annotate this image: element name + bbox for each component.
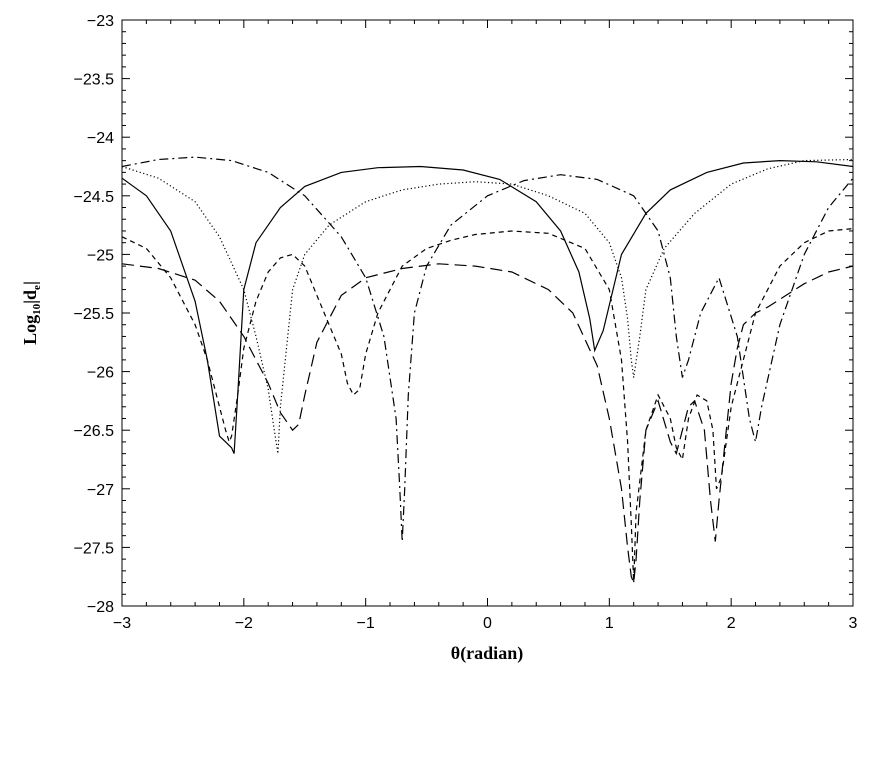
- y-tick-label: −27.5: [74, 540, 115, 557]
- y-tick-label: −24: [87, 130, 114, 147]
- y-tick-label: −23: [87, 13, 114, 30]
- x-tick-label: 1: [605, 615, 614, 632]
- x-tick-label: −1: [357, 615, 375, 632]
- series-layer: [121, 156, 854, 583]
- series-line-dash-dot: [121, 156, 854, 542]
- axis-ticks: [121, 19, 854, 607]
- x-tick-label: −3: [113, 615, 131, 632]
- y-tick-label: −26.5: [74, 423, 115, 440]
- y-tick-label: −27: [87, 482, 114, 499]
- series-line-long-dash: [121, 263, 854, 583]
- y-axis-label-base: 10: [31, 303, 43, 315]
- x-axis-label: θ(radian): [451, 643, 523, 664]
- y-tick-label: −26: [87, 365, 114, 382]
- y-axis-label-bar-open: |d: [20, 290, 40, 304]
- y-axis-label-subscript: e: [31, 285, 43, 290]
- y-tick-label: −28: [87, 599, 114, 616]
- series-line-solid: [121, 159, 854, 454]
- x-tick-label: −2: [235, 615, 253, 632]
- series-line-short-dash: [121, 228, 854, 583]
- y-tick-label: −25.5: [74, 306, 115, 323]
- y-axis-label-bar-close: |: [20, 281, 40, 285]
- x-tick-label: 3: [849, 615, 858, 632]
- axis-tick-labels: −3 −2 −1 0 1 2 3 −28 −27.5 −27 −26.5 −26 −25.5 −25 −24…: [74, 13, 858, 632]
- y-tick-label: −25: [87, 247, 114, 264]
- series-line-dotted: [121, 158, 854, 454]
- plot-frame: [121, 19, 854, 607]
- y-axis-label-main: Log: [20, 315, 40, 345]
- y-tick-label: −24.5: [74, 189, 115, 206]
- x-tick-label: 2: [727, 615, 736, 632]
- y-axis-label: Log10|de|: [20, 281, 43, 345]
- y-tick-label: −23.5: [74, 72, 115, 89]
- x-tick-label: 0: [483, 615, 492, 632]
